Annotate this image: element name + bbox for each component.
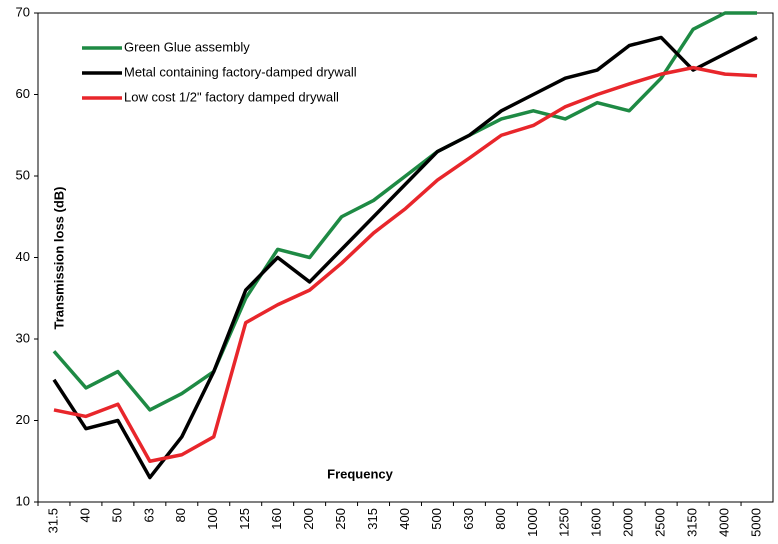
x-tick-label: 5000 (748, 508, 763, 537)
legend-label: Green Glue assembly (124, 39, 250, 54)
x-tick-label: 2000 (621, 508, 636, 537)
x-tick-label: 50 (109, 508, 124, 522)
x-tick-label: 1250 (557, 508, 572, 537)
x-tick-label: 315 (365, 508, 380, 530)
x-tick-label: 200 (301, 508, 316, 530)
x-tick-label: 1000 (525, 508, 540, 537)
y-tick-label: 30 (16, 330, 30, 345)
x-tick-label: 63 (141, 508, 156, 522)
plot-frame (37, 12, 774, 503)
x-tick-label: 3150 (685, 508, 700, 537)
legend-label: Metal containing factory-damped drywall (124, 64, 357, 79)
x-tick-label: 250 (333, 508, 348, 530)
x-tick-label: 160 (269, 508, 284, 530)
y-tick-label: 50 (16, 167, 30, 182)
y-tick-label: 60 (16, 86, 30, 101)
x-tick-label: 100 (205, 508, 220, 530)
series-line (52, 11, 758, 412)
x-tick-label: 800 (493, 508, 508, 530)
x-tick-label: 630 (461, 508, 476, 530)
series-line (53, 65, 758, 463)
y-tick-label: 40 (16, 249, 30, 264)
x-tick-label: 80 (173, 508, 188, 522)
legend-label: Low cost 1/2" factory damped drywall (124, 89, 339, 104)
y-tick-label: 10 (16, 493, 30, 508)
x-tick-label: 500 (429, 508, 444, 530)
x-tick-label: 31.5 (45, 508, 60, 533)
x-tick-label: 2500 (653, 508, 668, 537)
x-tick-label: 40 (77, 508, 92, 522)
y-tick-label: 20 (16, 412, 30, 427)
x-tick-label: 125 (237, 508, 252, 530)
y-tick-label: 70 (16, 4, 30, 19)
x-tick-label: 1600 (589, 508, 604, 537)
x-axis-title: Frequency (327, 466, 394, 481)
x-tick-label: 4000 (717, 508, 732, 537)
x-tick-label: 400 (397, 508, 412, 530)
series-line (52, 35, 758, 480)
y-axis-title: Transmission loss (dB) (51, 186, 66, 329)
